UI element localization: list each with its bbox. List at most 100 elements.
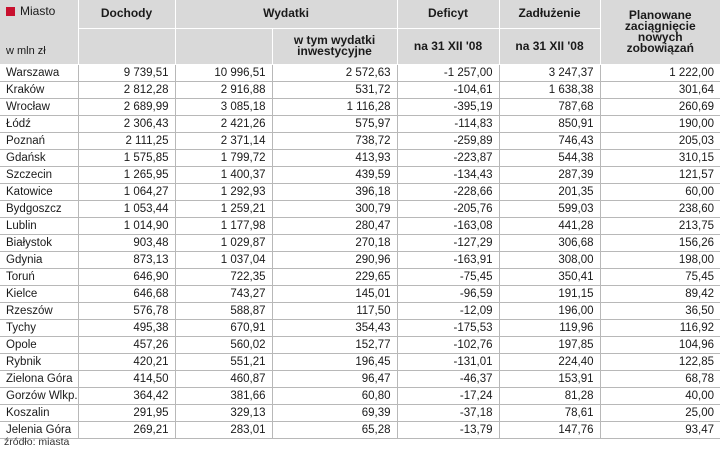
cell-debt: 78,61 — [499, 404, 601, 422]
cell-deficit: -104,61 — [397, 81, 500, 99]
cell-deficit: -37,18 — [397, 404, 500, 422]
cell-city: Rzeszów — [0, 302, 79, 320]
cell-income: 420,21 — [78, 353, 176, 371]
cell-expenses: 1 292,93 — [175, 183, 273, 201]
cell-investment: 290,96 — [272, 251, 398, 269]
cell-debt: 850,91 — [499, 115, 601, 133]
table-row: Kraków 2 812,28 2 916,88 531,72 -104,61 1 638… — [0, 81, 720, 99]
cell-deficit: -134,43 — [397, 166, 500, 184]
cell-city: Tychy — [0, 319, 79, 337]
cell-investment: 738,72 — [272, 132, 398, 150]
cell-city: Rybnik — [0, 353, 79, 371]
cell-income: 1 265,95 — [78, 166, 176, 184]
cell-expenses: 722,35 — [175, 268, 273, 286]
table-row: Zielona Góra 414,50 460,87 96,47 -46,37 153,9… — [0, 370, 720, 388]
cell-deficit: -259,89 — [397, 132, 500, 150]
cell-investment: 96,47 — [272, 370, 398, 388]
cell-city: Gorzów Wlkp. — [0, 387, 79, 405]
cell-income: 2 812,28 — [78, 81, 176, 99]
cell-debt: 224,40 — [499, 353, 601, 371]
cell-planned: 260,69 — [600, 98, 720, 116]
header-income-sub — [78, 28, 176, 65]
table-row: Łódź 2 306,43 2 421,26 575,97 -114,83 850,91 1… — [0, 115, 720, 133]
cell-income: 903,48 — [78, 234, 176, 252]
cell-investment: 270,18 — [272, 234, 398, 252]
cell-planned: 238,60 — [600, 200, 720, 218]
table-row: Rybnik 420,21 551,21 196,45 -131,01 224,40 122… — [0, 353, 720, 371]
cell-income: 495,38 — [78, 319, 176, 337]
cell-income: 873,13 — [78, 251, 176, 269]
cell-city: Szczecin — [0, 166, 79, 184]
cell-planned: 68,78 — [600, 370, 720, 388]
cell-deficit: -175,53 — [397, 319, 500, 337]
cell-expenses: 1 037,04 — [175, 251, 273, 269]
cell-debt: 201,35 — [499, 183, 601, 201]
table-row: Szczecin 1 265,95 1 400,37 439,59 -134,43 287… — [0, 166, 720, 184]
cell-investment: 229,65 — [272, 268, 398, 286]
cell-expenses: 1 029,87 — [175, 234, 273, 252]
cell-expenses: 588,87 — [175, 302, 273, 320]
cell-deficit: -75,45 — [397, 268, 500, 286]
cell-expenses: 329,13 — [175, 404, 273, 422]
cell-income: 576,78 — [78, 302, 176, 320]
cell-expenses: 10 996,51 — [175, 63, 273, 82]
city-budget-table: Miasto w mln zł Dochody Wydatki Deficyt … — [0, 0, 720, 439]
cell-debt: 153,91 — [499, 370, 601, 388]
cell-income: 1 064,27 — [78, 183, 176, 201]
cell-investment: 60,80 — [272, 387, 398, 405]
cell-income: 1 014,90 — [78, 217, 176, 235]
cell-planned: 89,42 — [600, 285, 720, 303]
cell-investment: 152,77 — [272, 336, 398, 354]
cell-deficit: -228,66 — [397, 183, 500, 201]
cell-city: Lublin — [0, 217, 79, 235]
table-row: Bydgoszcz 1 053,44 1 259,21 300,79 -205,76 59… — [0, 200, 720, 218]
cell-expenses: 1 259,21 — [175, 200, 273, 218]
cell-debt: 81,28 — [499, 387, 601, 405]
cell-city: Łódź — [0, 115, 79, 133]
table-row: Gdańsk 1 575,85 1 799,72 413,93 -223,87 544,3… — [0, 149, 720, 167]
cell-planned: 310,15 — [600, 149, 720, 167]
cell-city: Opole — [0, 336, 79, 354]
table-row: Wrocław 2 689,99 3 085,18 1 116,28 -395,19 78… — [0, 98, 720, 116]
table-row: Opole 457,26 560,02 152,77 -102,76 197,85 104,… — [0, 336, 720, 354]
cell-income: 1 575,85 — [78, 149, 176, 167]
header-debt-date: na 31 XII '08 — [499, 28, 601, 65]
cell-deficit: -131,01 — [397, 353, 500, 371]
table-row: Kielce 646,68 743,27 145,01 -96,59 191,15 89,4… — [0, 285, 720, 303]
table-row: Poznań 2 111,25 2 371,14 738,72 -259,89 746,4… — [0, 132, 720, 150]
cell-investment: 117,50 — [272, 302, 398, 320]
cell-debt: 197,85 — [499, 336, 601, 354]
cell-planned: 122,85 — [600, 353, 720, 371]
cell-planned: 205,03 — [600, 132, 720, 150]
cell-deficit: -102,76 — [397, 336, 500, 354]
cell-expenses: 460,87 — [175, 370, 273, 388]
table-row: Toruń 646,90 722,35 229,65 -75,45 350,41 75,45 — [0, 268, 720, 286]
cell-deficit: -46,37 — [397, 370, 500, 388]
cell-planned: 213,75 — [600, 217, 720, 235]
header-expenses: Wydatki — [175, 0, 398, 29]
table-header: Miasto w mln zł Dochody Wydatki Deficyt … — [0, 0, 720, 65]
cell-planned: 116,92 — [600, 319, 720, 337]
cell-deficit: -163,91 — [397, 251, 500, 269]
table-row: Lublin 1 014,90 1 177,98 280,47 -163,08 441,2… — [0, 217, 720, 235]
cell-income: 269,21 — [78, 421, 176, 439]
cell-income: 1 053,44 — [78, 200, 176, 218]
cell-debt: 441,28 — [499, 217, 601, 235]
cell-income: 646,90 — [78, 268, 176, 286]
red-square-icon — [6, 7, 15, 16]
cell-city: Poznań — [0, 132, 79, 150]
cell-city: Jelenia Góra — [0, 421, 79, 439]
cell-planned: 301,64 — [600, 81, 720, 99]
cell-planned: 190,00 — [600, 115, 720, 133]
cell-debt: 196,00 — [499, 302, 601, 320]
cell-income: 291,95 — [78, 404, 176, 422]
cell-city: Kraków — [0, 81, 79, 99]
header-deficit: Deficyt — [397, 0, 500, 29]
header-investment: w tym wydatki inwestycyjne — [272, 28, 398, 65]
cell-investment: 354,43 — [272, 319, 398, 337]
cell-planned: 75,45 — [600, 268, 720, 286]
cell-deficit: -1 257,00 — [397, 63, 500, 82]
cell-expenses: 551,21 — [175, 353, 273, 371]
cell-income: 2 306,43 — [78, 115, 176, 133]
